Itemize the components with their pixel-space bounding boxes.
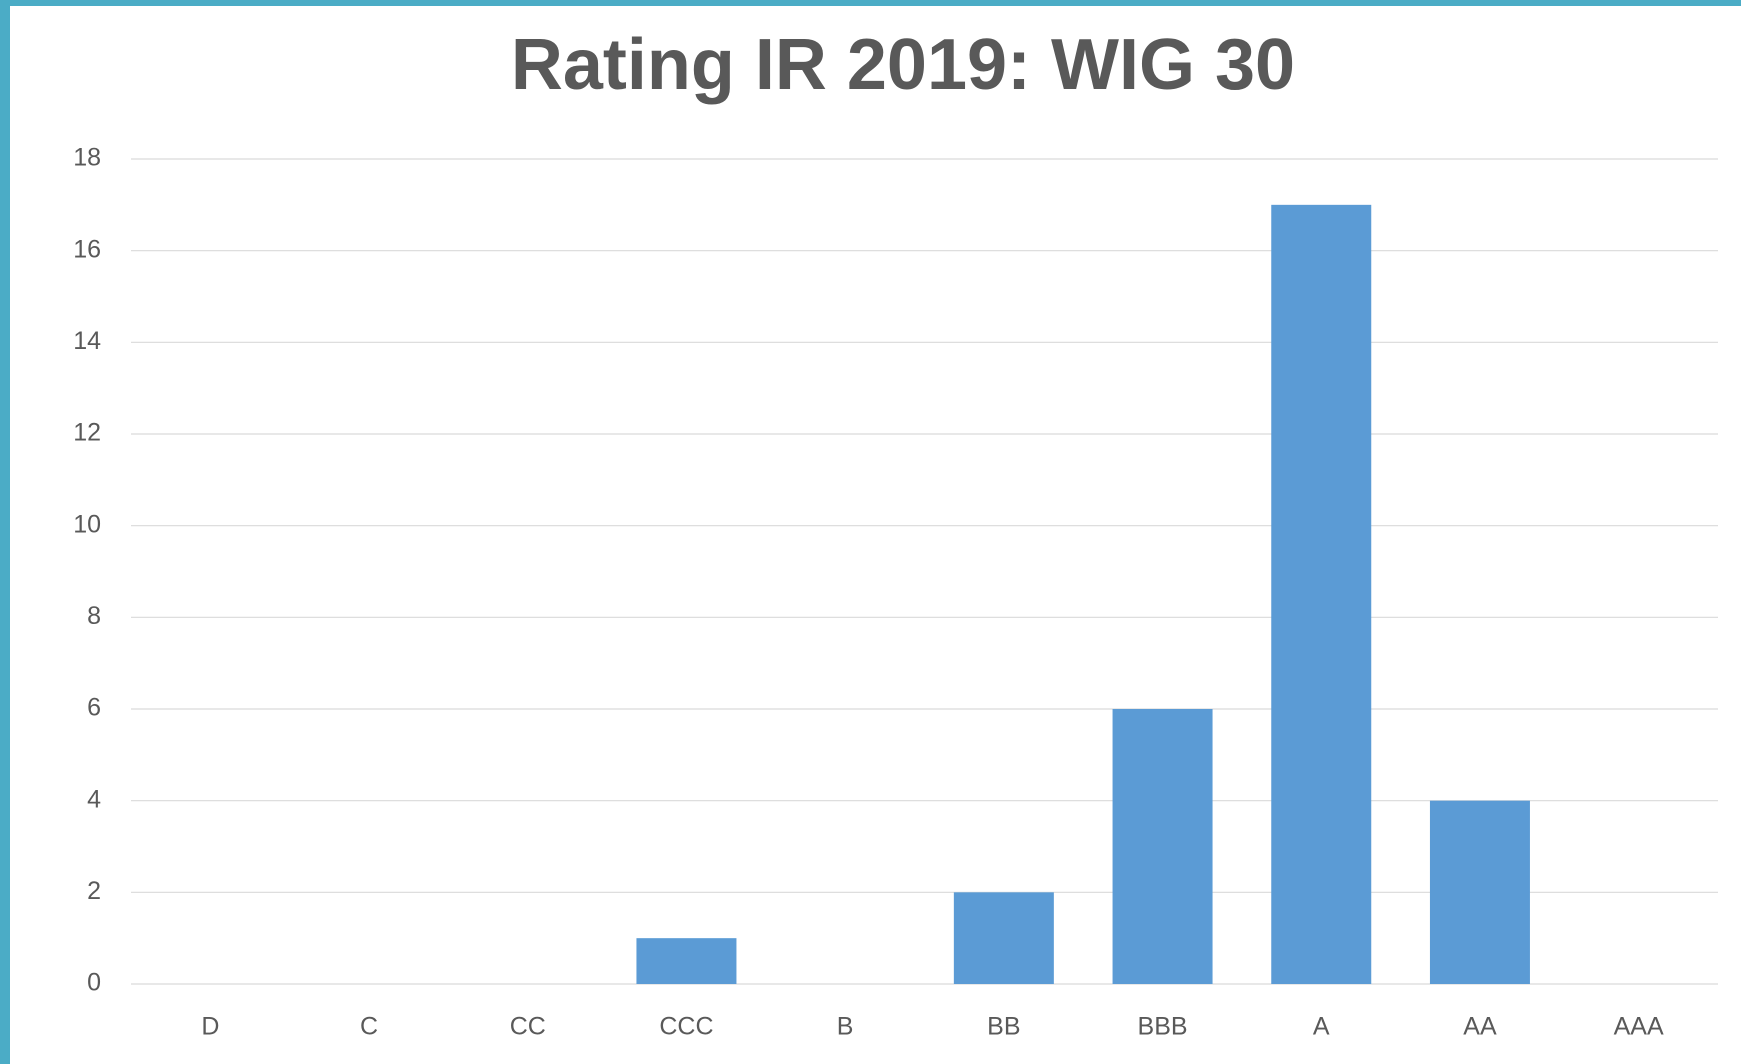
x-tick-label: AAA	[1614, 1013, 1664, 1041]
x-tick-label: BB	[987, 1013, 1020, 1041]
x-tick-label: AA	[1463, 1013, 1497, 1041]
y-tick-label: 14	[73, 327, 101, 355]
x-tick-label: BBB	[1138, 1013, 1188, 1041]
y-tick-label: 10	[73, 510, 101, 538]
y-tick-label: 12	[73, 419, 101, 447]
y-tick-label: 18	[73, 144, 101, 172]
y-tick-label: 6	[87, 694, 101, 722]
bar	[1429, 800, 1530, 984]
y-tick-label: 8	[87, 602, 101, 630]
bar	[1112, 709, 1213, 984]
bar	[953, 892, 1054, 984]
y-tick-label: 0	[87, 969, 101, 997]
x-tick-label: C	[360, 1013, 378, 1041]
x-tick-label: CCC	[659, 1013, 713, 1041]
left-border	[0, 0, 10, 1064]
x-tick-label: A	[1313, 1013, 1330, 1041]
y-tick-label: 4	[87, 785, 101, 813]
chart-title: Rating IR 2019: WIG 30	[511, 25, 1295, 105]
x-tick-label: CC	[510, 1013, 546, 1041]
y-tick-label: 16	[73, 235, 101, 263]
bar	[1271, 204, 1372, 985]
bar	[636, 938, 737, 984]
y-tick-label: 2	[87, 877, 101, 905]
x-tick-label: B	[837, 1013, 854, 1041]
top-border	[0, 0, 1741, 6]
x-tick-label: D	[201, 1013, 219, 1041]
